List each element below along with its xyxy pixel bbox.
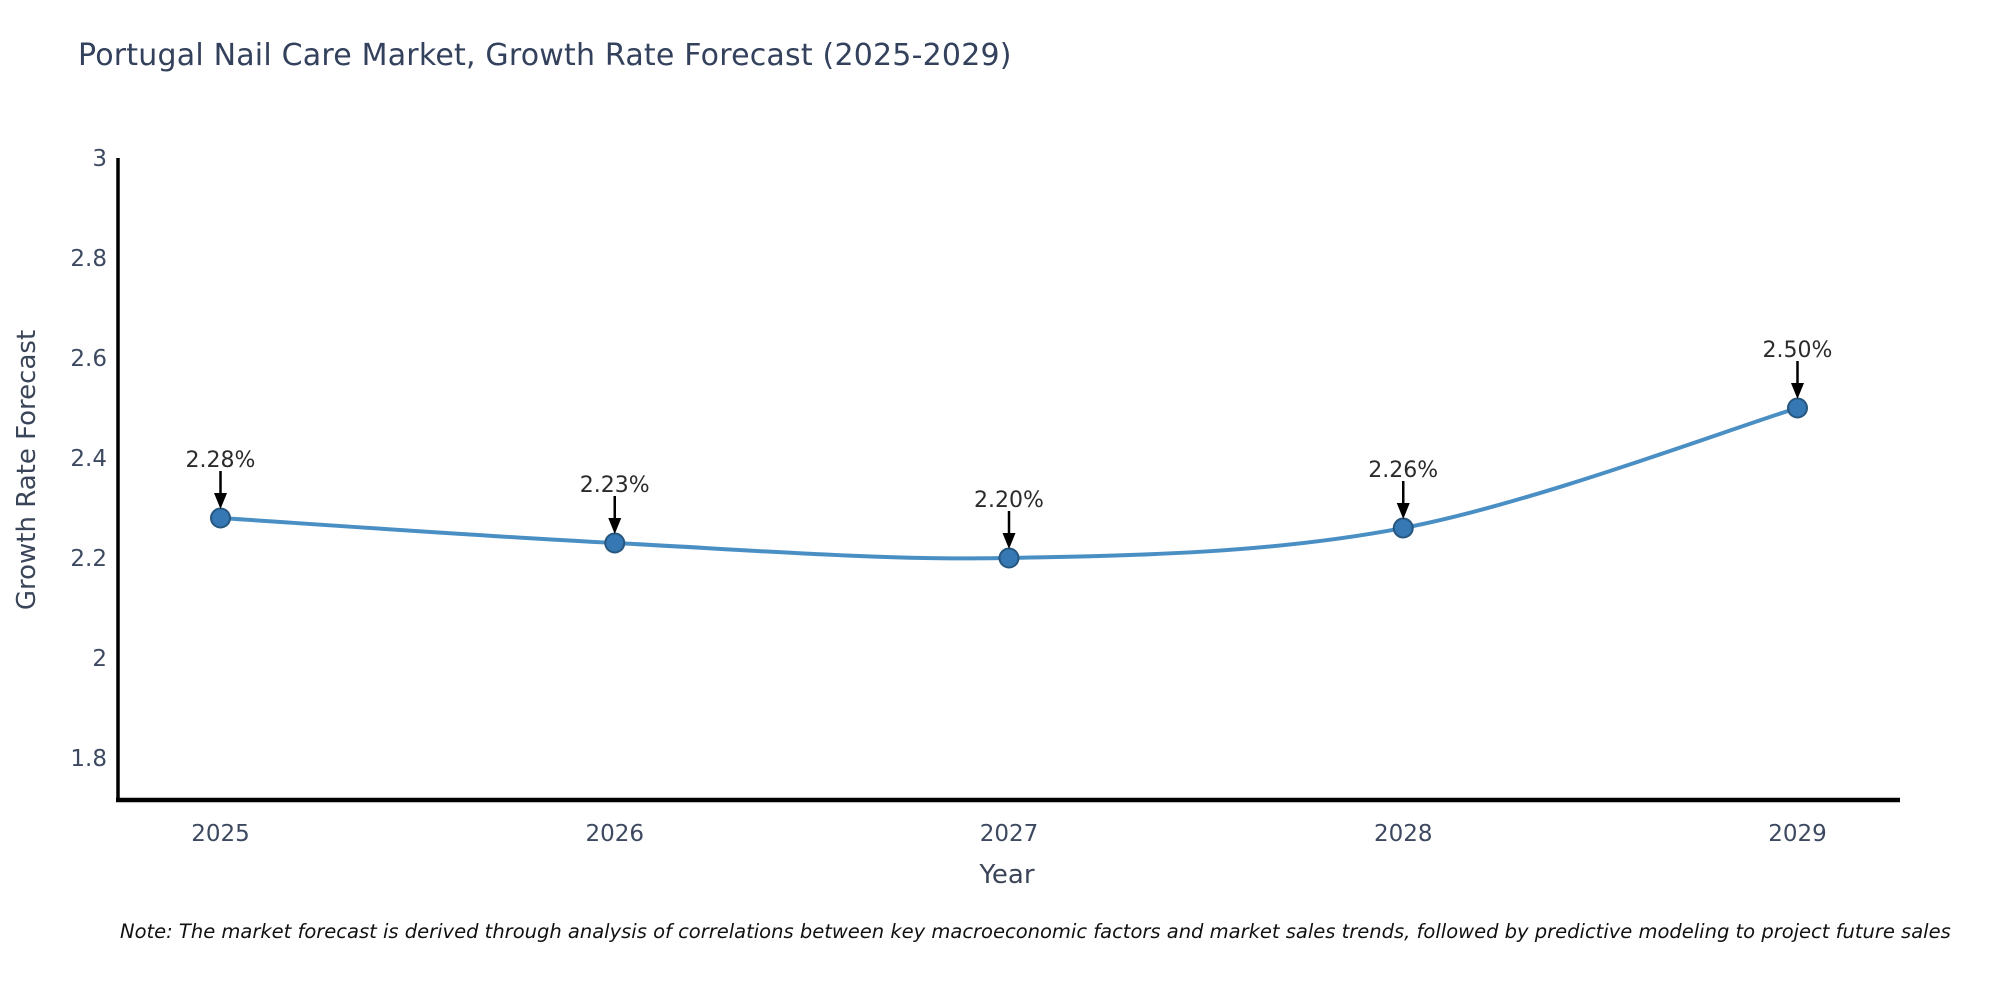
point-value-label: 2.20% [974, 488, 1044, 513]
y-tick-label: 2.8 [70, 246, 107, 272]
point-value-label: 2.50% [1763, 338, 1833, 363]
y-tick-label: 1.8 [70, 746, 107, 772]
data-point-marker [604, 532, 626, 554]
x-axis-title: Year [979, 860, 1035, 890]
point-value-label: 2.23% [580, 473, 650, 498]
annotation-arrowhead [1396, 503, 1410, 519]
y-axis-title: Growth Rate Forecast [12, 329, 42, 611]
point-value-label: 2.26% [1368, 458, 1438, 483]
y-tick-label: 2.4 [70, 446, 107, 472]
annotation-arrowhead [1790, 383, 1804, 399]
chart-title: Portugal Nail Care Market, Growth Rate F… [78, 38, 1012, 73]
point-value-label: 2.28% [186, 448, 256, 473]
annotation-arrowhead [214, 493, 228, 509]
x-tick-label: 2028 [1374, 821, 1433, 847]
y-tick-label: 2.2 [70, 546, 107, 572]
x-tick-label: 2025 [191, 821, 250, 847]
annotation-arrowhead [608, 518, 622, 534]
y-tick-label: 3 [92, 146, 107, 172]
data-point-marker [1786, 397, 1808, 419]
x-tick-label: 2027 [980, 821, 1039, 847]
x-tick-label: 2029 [1768, 821, 1827, 847]
data-point-marker [210, 507, 232, 529]
data-point-marker [1392, 517, 1414, 539]
y-tick-label: 2 [92, 646, 107, 672]
annotation-arrowhead [1002, 533, 1016, 549]
y-tick-label: 2.6 [70, 346, 107, 372]
x-tick-label: 2026 [585, 821, 644, 847]
data-point-marker [998, 547, 1020, 569]
footnote: Note: The market forecast is derived thr… [120, 920, 1951, 943]
